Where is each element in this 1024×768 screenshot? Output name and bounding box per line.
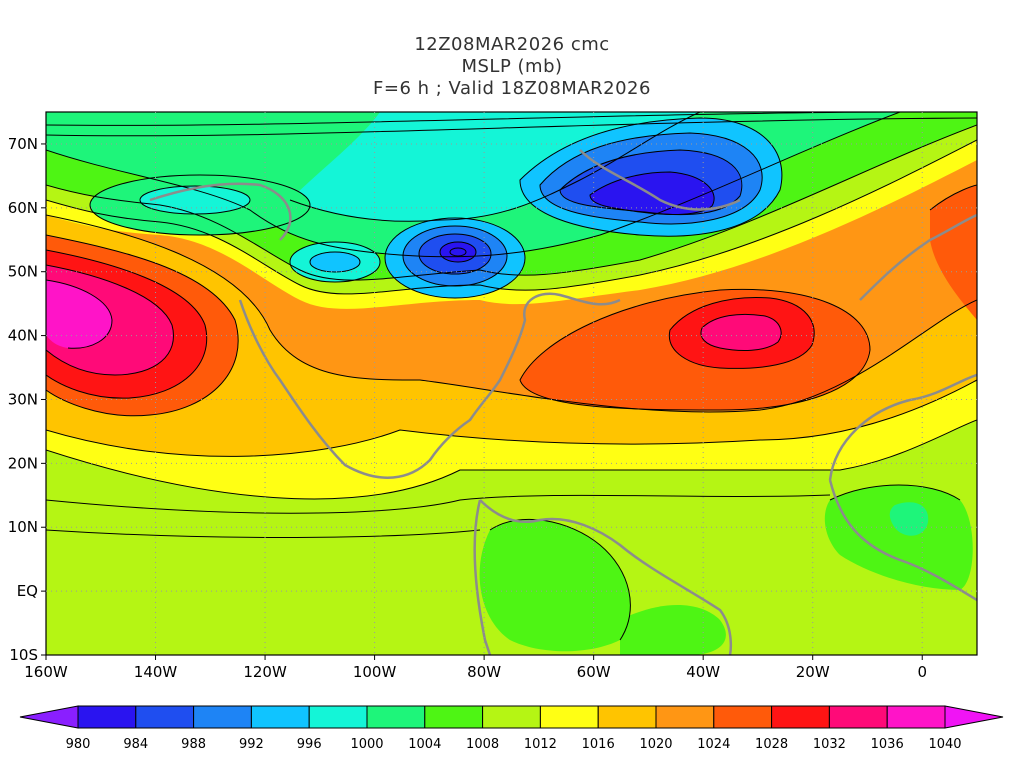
colorbar-swatch	[597, 705, 657, 729]
colorbar-swatch	[771, 705, 830, 729]
colorbar-label: 1032	[813, 737, 846, 752]
lon-tick-label: 140W	[134, 663, 178, 681]
lon-tick-label: 100W	[353, 663, 397, 681]
lat-tick-label: 40N	[8, 327, 38, 345]
colorbar-swatch	[886, 705, 946, 729]
graticule	[46, 112, 977, 655]
colorbar-swatch	[308, 705, 368, 729]
lat-tick-label: 30N	[8, 390, 38, 408]
colorbar-swatch	[193, 705, 252, 729]
map-frame	[45, 111, 978, 656]
lat-tick-label: 60N	[8, 199, 38, 217]
colorbar-arrow-high	[944, 705, 1004, 729]
lat-tick-label: 70N	[8, 135, 38, 153]
lon-tick-label: 40W	[686, 663, 720, 681]
lat-tick-label: 50N	[8, 263, 38, 281]
colorbar-label: 1024	[697, 737, 730, 752]
colorbar-label: 988	[181, 737, 206, 752]
colorbar-swatch	[424, 705, 484, 729]
colorbar-label: 1000	[350, 737, 383, 752]
lon-tick-label: 60W	[577, 663, 611, 681]
lon-tick-label: 80W	[467, 663, 501, 681]
coastlines	[149, 149, 977, 655]
colorbar-label: 1004	[408, 737, 441, 752]
lon-tick-label: 0	[917, 663, 927, 681]
lat-tick-label: EQ	[17, 582, 38, 600]
colorbar-label: 984	[123, 737, 148, 752]
lat-tick-label: 10N	[8, 518, 38, 536]
colorbar-label: 1008	[466, 737, 499, 752]
colorbar-swatch	[539, 705, 599, 729]
colorbar-swatch	[77, 705, 137, 729]
colorbar-label: 1040	[928, 737, 961, 752]
colorbar-label: 996	[297, 737, 322, 752]
colorbar-swatch	[366, 705, 426, 729]
colorbar: 980 984 988 992 996 1000 1004 1008 1012 1016 1020 1…	[19, 705, 1004, 752]
colorbar-swatch	[482, 705, 541, 729]
lon-tick-label: 120W	[243, 663, 287, 681]
isobar-lines	[46, 112, 977, 641]
map-plot-area	[46, 112, 977, 655]
chart-title-line-3: F=6 h ; Valid 18Z08MAR2026	[373, 78, 651, 99]
colorbar-swatch	[250, 705, 310, 729]
colorbar-label: 1016	[582, 737, 615, 752]
colorbar-swatch	[828, 705, 888, 729]
lat-tick-label: 10S	[9, 646, 38, 664]
colorbar-label: 1028	[755, 737, 788, 752]
lon-tick-label: 20W	[796, 663, 830, 681]
chart-title-line-1: 12Z08MAR2026 cmc	[414, 34, 610, 55]
chart-title-line-2: MSLP (mb)	[461, 56, 563, 77]
colorbar-swatch	[713, 705, 773, 729]
colorbar-label: 1012	[524, 737, 557, 752]
colorbar-swatch	[655, 705, 715, 729]
colorbar-label: 1020	[639, 737, 672, 752]
colorbar-arrow-low	[19, 705, 79, 729]
colorbar-label: 1036	[871, 737, 904, 752]
lon-tick-label: 160W	[24, 663, 68, 681]
colorbar-swatch	[135, 705, 195, 729]
lat-tick-label: 20N	[8, 454, 38, 472]
colorbar-label: 980	[66, 737, 91, 752]
colorbar-label: 992	[239, 737, 264, 752]
